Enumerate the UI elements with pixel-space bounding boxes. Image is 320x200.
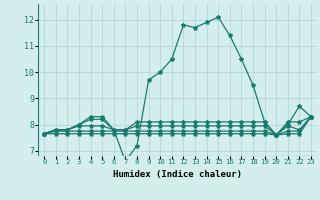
X-axis label: Humidex (Indice chaleur): Humidex (Indice chaleur) xyxy=(113,170,242,179)
